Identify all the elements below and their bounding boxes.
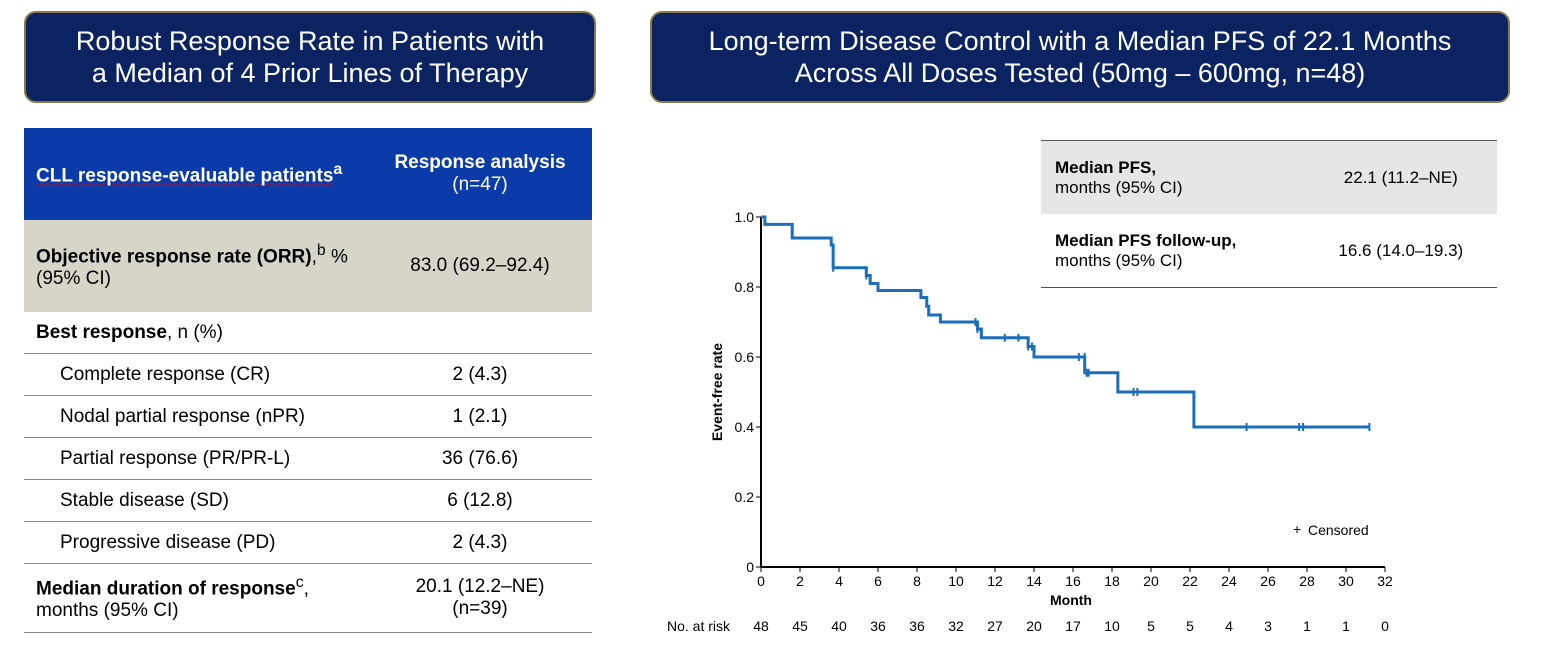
x-tick-label: 2 [796, 573, 804, 589]
row-value: 36 (76.6) [368, 437, 592, 480]
header-col1: CLL response-evaluable patientsa [24, 128, 368, 220]
at-risk-value: 10 [1104, 618, 1120, 634]
x-tick-label: 24 [1221, 573, 1237, 589]
at-risk-value: 0 [1381, 618, 1389, 634]
x-tick-label: 12 [987, 573, 1003, 589]
row-value: 1 (2.1) [368, 395, 592, 438]
at-risk-value: 1 [1303, 618, 1311, 634]
x-tick-label: 20 [1143, 573, 1159, 589]
table-row: Partial response (PR/PR-L) 36 (76.6) [24, 437, 592, 480]
x-tick-label: 26 [1260, 573, 1276, 589]
left-title-banner: Robust Response Rate in Patients with a … [24, 11, 596, 103]
at-risk-value: 17 [1065, 618, 1081, 634]
x-tick-label: 4 [835, 573, 843, 589]
banner-line: Across All Doses Tested (50mg – 600mg, n… [794, 58, 1366, 88]
at-risk-value: 20 [1026, 618, 1042, 634]
y-tick-label: 0.8 [735, 279, 755, 295]
pfs-row: Median PFS, months (95% CI) 22.1 (11.2–NE… [1041, 140, 1497, 214]
banner-line: Robust Response Rate in Patients with [75, 26, 545, 56]
x-tick-label: 14 [1026, 573, 1042, 589]
banner-line: a Median of 4 Prior Lines of Therapy [91, 58, 529, 88]
legend-symbol: + [1293, 521, 1301, 537]
at-risk-value: 3 [1264, 618, 1272, 634]
y-tick-label: 0 [746, 559, 754, 575]
x-tick-label: 8 [913, 573, 921, 589]
at-risk-value: 27 [987, 618, 1003, 634]
x-axis-title: Month [1050, 592, 1092, 608]
x-tick-label: 6 [874, 573, 882, 589]
row-label: Progressive disease (PD) [24, 521, 368, 564]
row-label: Complete response (CR) [24, 353, 368, 396]
y-axis-title: Event-free rate [709, 343, 725, 441]
x-tick-label: 0 [757, 573, 765, 589]
banner-line: Long-term Disease Control with a Median … [708, 26, 1452, 56]
x-tick-label: 10 [948, 573, 964, 589]
table-row: Stable disease (SD) 6 (12.8) [24, 479, 592, 522]
at-risk-value: 40 [831, 618, 847, 634]
x-tick-label: 32 [1377, 573, 1393, 589]
at-risk-value: 5 [1186, 618, 1194, 634]
table-row: Nodal partial response (nPR) 1 (2.1) [24, 395, 592, 438]
orr-value: 83.0 (69.2–92.4) [368, 220, 592, 312]
x-tick-label: 18 [1104, 573, 1120, 589]
x-tick-label: 30 [1338, 573, 1354, 589]
x-tick-label: 22 [1182, 573, 1198, 589]
at-risk-value: 32 [948, 618, 964, 634]
row-value: 2 (4.3) [368, 521, 592, 564]
row-label: Partial response (PR/PR-L) [24, 437, 368, 480]
table-header: CLL response-evaluable patientsa Respons… [24, 128, 592, 220]
orr-row: Objective response rate (ORR),b % (95% C… [24, 220, 592, 312]
row-label: Stable disease (SD) [24, 479, 368, 522]
pfs-row: Median PFS follow-up, months (95% CI) 16.… [1055, 230, 1464, 270]
dor-row: Median duration of responsec, months (95… [24, 563, 592, 633]
right-title-banner: Long-term Disease Control with a Median … [650, 11, 1510, 103]
header-col2: Response analysis (n=47) [368, 128, 592, 220]
y-tick-label: 0.2 [735, 489, 755, 505]
at-risk-value: 36 [909, 618, 925, 634]
x-tick-label: 16 [1065, 573, 1081, 589]
row-value: 2 (4.3) [368, 353, 592, 396]
table-row: Complete response (CR) 2 (4.3) [24, 353, 592, 396]
at-risk-value: 48 [753, 618, 769, 634]
y-tick-label: 0.6 [735, 349, 755, 365]
best-response-row: Best response, n (%) [24, 312, 592, 354]
at-risk-value: 45 [792, 618, 808, 634]
y-tick-label: 1.0 [735, 209, 755, 225]
at-risk-value: 36 [870, 618, 886, 634]
row-label: Nodal partial response (nPR) [24, 395, 368, 438]
response-table: CLL response-evaluable patientsa Respons… [24, 128, 592, 633]
at-risk-value: 1 [1342, 618, 1350, 634]
row-value: 6 (12.8) [368, 479, 592, 522]
table-row: Progressive disease (PD) 2 (4.3) [24, 521, 592, 564]
x-tick-label: 28 [1299, 573, 1315, 589]
legend-label: Censored [1308, 522, 1369, 538]
y-tick-label: 0.4 [735, 419, 755, 435]
at-risk-value: 4 [1225, 618, 1233, 634]
pfs-summary-table: Median PFS, months (95% CI) 22.1 (11.2–NE… [1041, 140, 1497, 288]
at-risk-value: 5 [1147, 618, 1155, 634]
at-risk-label: No. at risk [667, 618, 731, 634]
